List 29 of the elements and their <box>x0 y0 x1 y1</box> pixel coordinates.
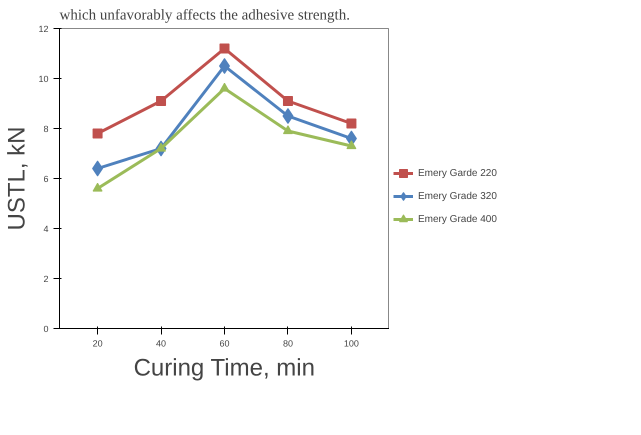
y-axis-title: USTL, kN <box>3 126 30 231</box>
point <box>92 160 104 176</box>
point <box>92 128 103 138</box>
y-tick-label: 12 <box>38 24 49 34</box>
point <box>220 44 230 54</box>
y-tick-label: 10 <box>38 74 49 84</box>
x-tick-label: 100 <box>344 338 359 348</box>
legend-label: Emery Grade 320 <box>418 190 497 202</box>
x-tick-label: 60 <box>219 338 230 348</box>
x-tick-label: 20 <box>92 338 103 348</box>
point <box>92 182 103 192</box>
legend-label: Emery Garde 220 <box>418 168 497 178</box>
point <box>282 96 293 106</box>
point <box>220 82 230 92</box>
y-tick-label: 2 <box>43 274 49 284</box>
x-axis-title: Curing Time, min <box>134 354 315 382</box>
y-tick-label: 4 <box>43 224 49 234</box>
point <box>282 108 294 124</box>
point <box>346 140 356 150</box>
y-tick-label: 6 <box>43 174 49 184</box>
legend-label: Emery Grade 400 <box>418 214 497 224</box>
point <box>346 118 356 128</box>
point <box>156 96 166 106</box>
x-tick-label: 40 <box>156 338 166 348</box>
point <box>282 125 293 134</box>
x-tick-label: 80 <box>282 338 293 348</box>
y-tick-label: 0 <box>43 324 49 334</box>
text: which unfavorably affects the adhesive strength. <box>60 8 350 24</box>
y-tick-label: 8 <box>43 124 49 134</box>
